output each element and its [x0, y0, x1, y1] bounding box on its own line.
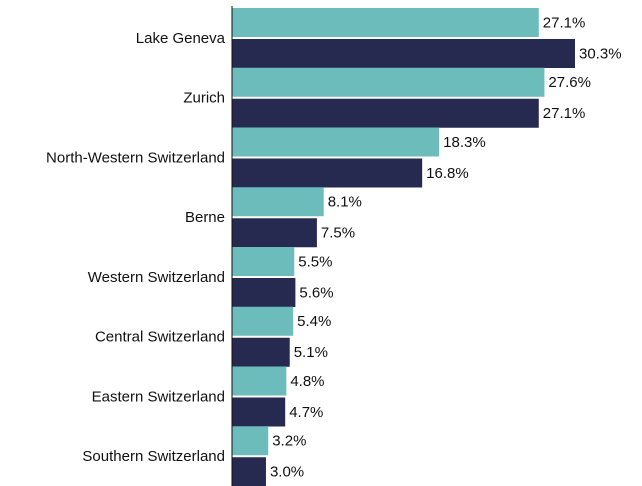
bar: [232, 397, 286, 427]
bar: [232, 98, 539, 128]
value-label: 5.1%: [294, 344, 328, 361]
bar: [232, 218, 317, 248]
category-label: Eastern Switzerland: [92, 388, 225, 405]
value-label: 7.5%: [321, 225, 355, 242]
category-label: Southern Switzerland: [82, 448, 225, 465]
bar: [232, 278, 296, 307]
bar: [232, 366, 287, 396]
value-label: 4.7%: [289, 404, 323, 421]
value-label: 8.1%: [328, 194, 362, 211]
bar: [232, 337, 290, 367]
bar: [232, 39, 575, 68]
bar: [232, 457, 266, 486]
category-label: Western Switzerland: [88, 269, 225, 286]
bar: [232, 306, 294, 336]
category-label: Berne: [185, 209, 225, 226]
value-label: 4.8%: [290, 373, 324, 390]
bar: [232, 247, 295, 276]
value-label: 5.4%: [297, 313, 331, 330]
category-label: Lake Geneva: [136, 30, 226, 47]
value-label: 27.6%: [548, 74, 591, 91]
category-label: Central Switzerland: [95, 329, 225, 346]
value-label: 3.2%: [272, 433, 306, 450]
value-label: 5.5%: [298, 253, 332, 270]
category-label: Zurich: [183, 90, 225, 107]
value-label: 27.1%: [543, 105, 586, 122]
value-label: 5.6%: [299, 284, 333, 301]
value-label: 27.1%: [543, 14, 586, 31]
bar: [232, 158, 423, 188]
bar: [232, 426, 269, 456]
value-label: 18.3%: [443, 134, 486, 151]
bar: [232, 8, 539, 37]
bar: [232, 127, 440, 157]
value-label: 16.8%: [426, 165, 469, 182]
bar: [232, 67, 545, 97]
category-label: North-Western Switzerland: [46, 149, 225, 166]
value-label: 3.0%: [270, 464, 304, 481]
bar: [232, 187, 324, 217]
value-label: 30.3%: [579, 45, 622, 62]
